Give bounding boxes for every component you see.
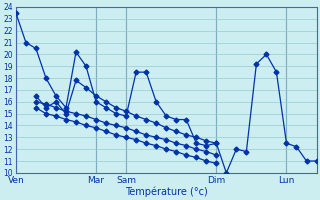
X-axis label: Température (°c): Température (°c) bbox=[125, 186, 208, 197]
